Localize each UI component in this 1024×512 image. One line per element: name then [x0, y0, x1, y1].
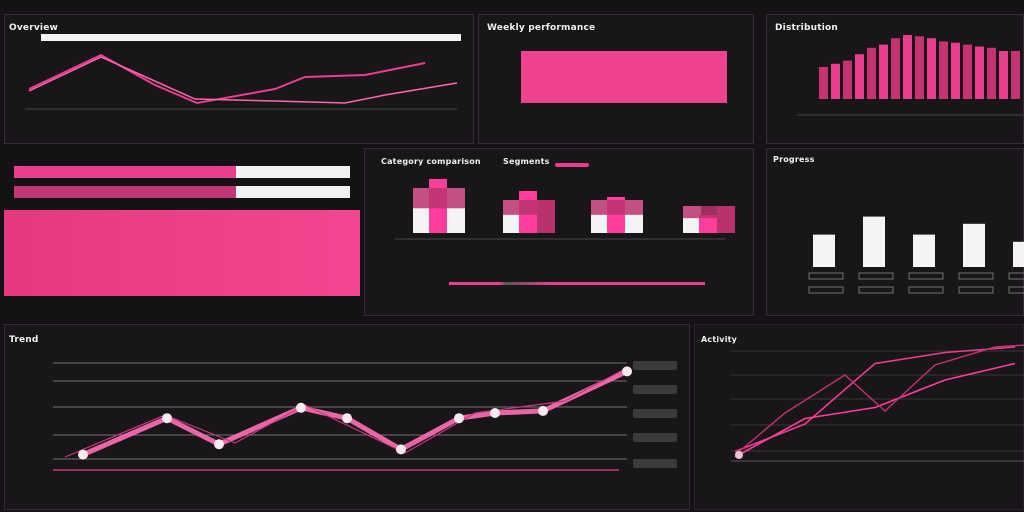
distribution-title: Distribution — [775, 23, 838, 33]
activity-series — [734, 346, 1016, 453]
category-bar — [699, 215, 717, 233]
trend-legend-chip[interactable] — [633, 385, 677, 394]
progress-bar — [863, 216, 885, 267]
category-panel: Category comparison Segments — [364, 148, 754, 316]
trend-point — [78, 449, 88, 460]
category-scroll-bar[interactable] — [449, 282, 705, 285]
progress-title: Progress — [773, 155, 815, 164]
category-bar — [591, 200, 643, 215]
trend-series — [82, 369, 629, 457]
progress-bar-base — [808, 272, 844, 280]
overview-title: Overview — [9, 23, 59, 33]
trend-legend-chip[interactable] — [633, 459, 677, 468]
progress-bar — [913, 234, 935, 267]
distribution-bar — [999, 51, 1008, 99]
summary-bar-2 — [14, 186, 242, 198]
distribution-bar-chart — [797, 35, 1023, 116]
activity-series — [734, 362, 1016, 458]
progress-bar-base — [858, 286, 894, 294]
summary-panel — [4, 148, 360, 296]
summary-track-2 — [236, 186, 350, 198]
trend-point — [454, 413, 464, 424]
distribution-bar — [963, 44, 972, 99]
distribution-bar — [939, 41, 948, 99]
progress-bar-base — [908, 286, 944, 294]
activity-panel: Activity — [694, 324, 1024, 510]
weekly-bar — [521, 51, 727, 103]
activity-series — [734, 344, 1024, 456]
category-bar — [413, 188, 465, 209]
distribution-bar — [903, 35, 912, 99]
overview-series-2 — [28, 56, 458, 104]
weekly-panel: Weekly performance — [478, 14, 754, 144]
trend-series-secondary — [64, 368, 626, 458]
trend-title: Trend — [9, 335, 39, 345]
summary-table — [4, 210, 360, 296]
overview-line-chart — [25, 53, 458, 110]
trend-panel: Trend — [4, 324, 690, 510]
distribution-bar — [843, 60, 852, 99]
distribution-bar — [831, 63, 840, 99]
distribution-bar — [951, 42, 960, 99]
distribution-bar — [819, 67, 828, 99]
trend-legend-chip[interactable] — [633, 409, 677, 418]
trend-point — [296, 402, 306, 413]
summary-bar-1 — [14, 166, 246, 178]
trend-legend-chip[interactable] — [633, 361, 677, 370]
category-legend-bar — [555, 163, 589, 167]
trend-legend-chip[interactable] — [633, 433, 677, 442]
progress-bar-base — [958, 272, 994, 280]
category-title: Category comparison — [381, 157, 481, 166]
trend-point — [396, 444, 406, 455]
distribution-bar — [927, 38, 936, 99]
trend-point — [490, 408, 500, 418]
overview-header-bar — [41, 34, 461, 41]
progress-bar-chart — [808, 216, 1024, 294]
weekly-title: Weekly performance — [487, 23, 596, 33]
distribution-bar — [867, 47, 876, 99]
progress-panel: Progress — [766, 148, 1024, 316]
trend-line-chart — [53, 362, 632, 471]
category-subtitle: Segments — [503, 157, 550, 166]
progress-bar-base — [1008, 272, 1024, 280]
distribution-bar — [975, 46, 984, 99]
distribution-bar — [915, 36, 924, 99]
distribution-bar — [1011, 51, 1020, 99]
progress-bar — [963, 223, 985, 267]
activity-line-chart — [731, 344, 1024, 462]
category-bar — [683, 206, 735, 219]
progress-bar-base — [808, 286, 844, 294]
distribution-bar — [855, 54, 864, 99]
trend-point — [214, 439, 224, 450]
activity-point — [735, 451, 743, 459]
trend-point — [622, 366, 632, 377]
category-bar-chart — [395, 179, 735, 240]
progress-bar-base — [908, 272, 944, 280]
progress-bar-base — [858, 272, 894, 280]
category-bar — [503, 200, 555, 215]
overview-panel: Overview — [4, 14, 474, 144]
progress-bar-base — [1008, 286, 1024, 294]
progress-bar-base — [958, 286, 994, 294]
trend-point — [538, 405, 548, 416]
trend-point — [342, 413, 352, 424]
distribution-panel: Distribution — [766, 14, 1024, 144]
distribution-bar — [879, 44, 888, 99]
overview-series-1 — [28, 53, 426, 105]
distribution-bar — [987, 47, 996, 99]
distribution-bar — [891, 38, 900, 99]
summary-track-1 — [236, 166, 350, 178]
progress-bar — [813, 234, 835, 267]
progress-bar — [1013, 241, 1024, 267]
activity-title: Activity — [701, 335, 738, 344]
trend-point — [162, 413, 172, 424]
